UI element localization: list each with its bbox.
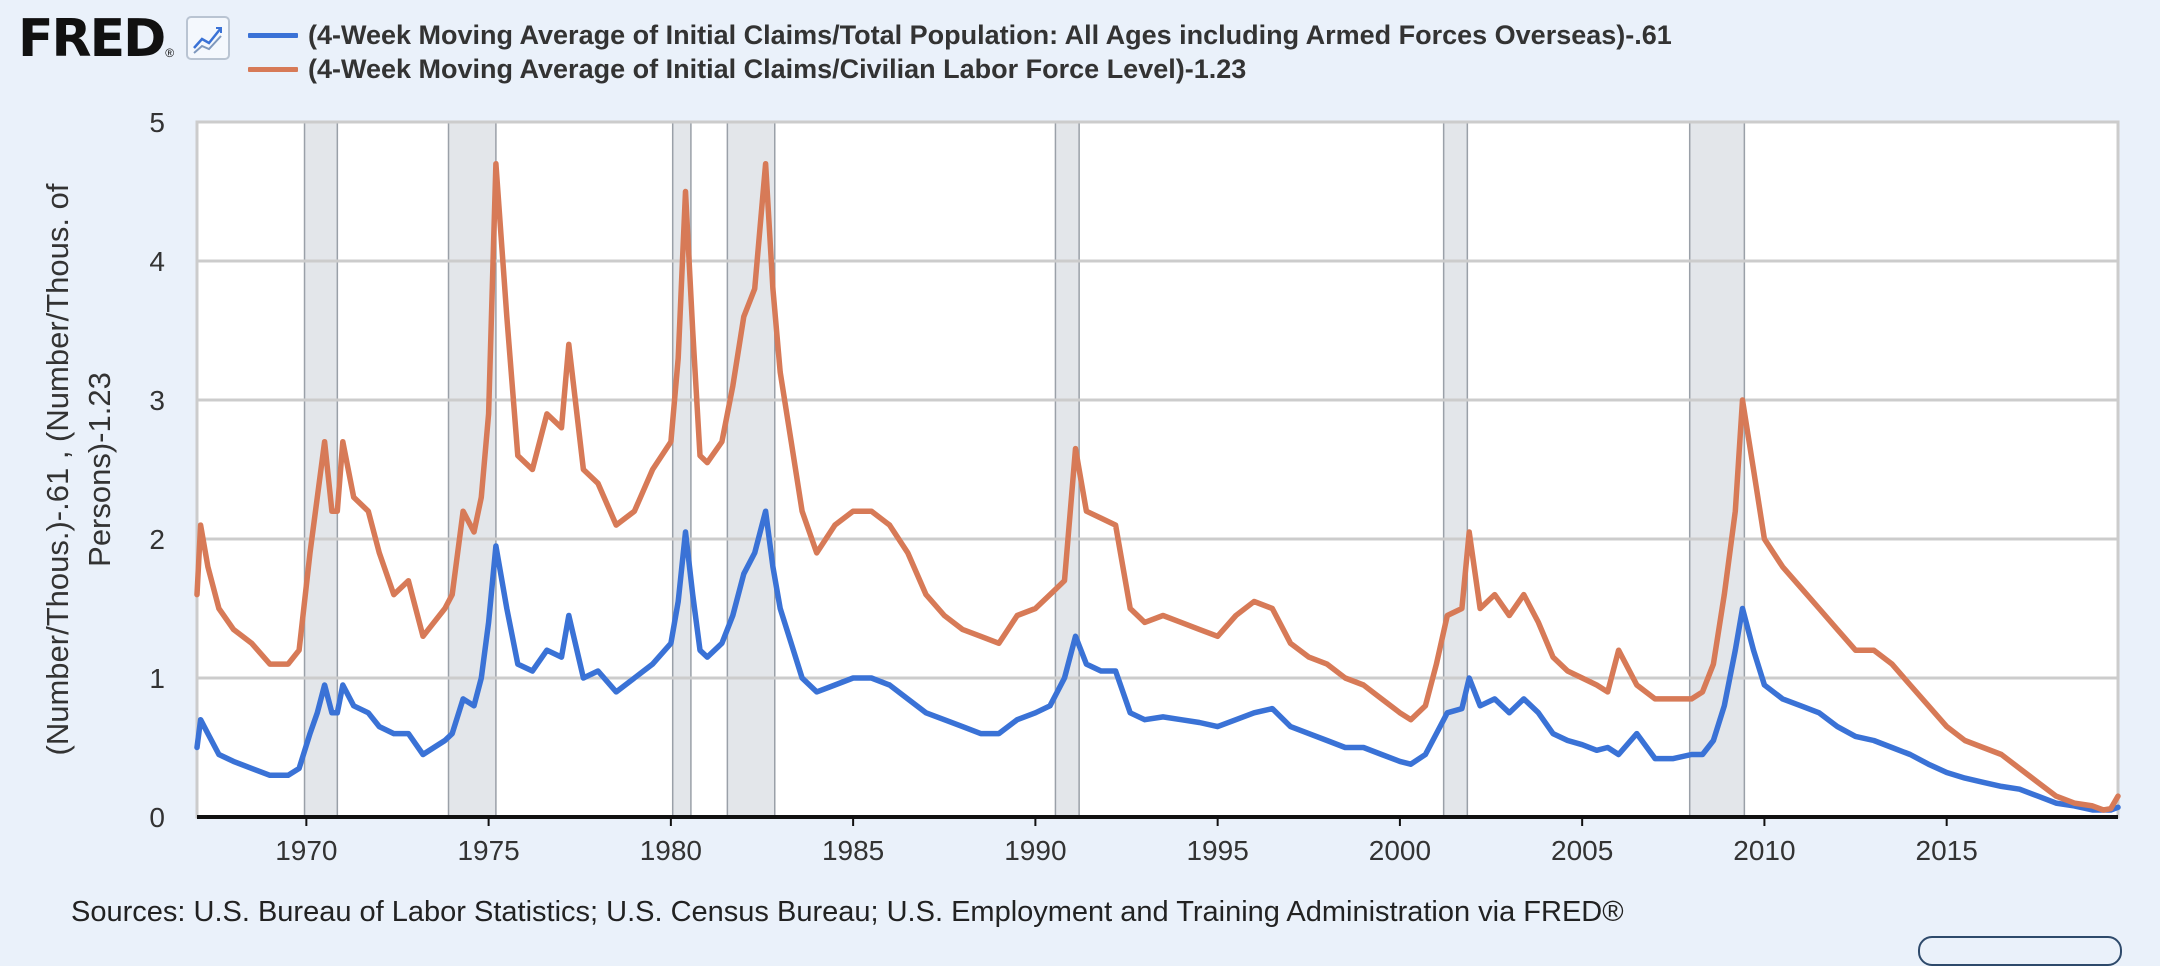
line-graph-glyph	[193, 27, 222, 54]
legend-item-series0[interactable]: (4-Week Moving Average of Initial Claims…	[248, 18, 1672, 52]
x-tick-label: 2015	[1916, 835, 1978, 866]
line-chart: 0 1 2 3 4 5 1970 1975 1980 1985 1990 1995 2000 2005 20…	[40, 107, 2121, 866]
legend-swatch-series1	[248, 66, 298, 72]
y-tick-label: 2	[149, 524, 165, 555]
source-note: Sources: U.S. Bureau of Labor Statistics…	[71, 896, 1624, 928]
x-tick-label: 2005	[1551, 835, 1613, 866]
x-tick-label: 1970	[275, 835, 337, 866]
series-line-0	[194, 508, 2121, 813]
x-tick-label: 1975	[457, 835, 519, 866]
y-tick-label: 1	[149, 663, 165, 694]
recession-band	[727, 122, 775, 817]
legend-item-series1[interactable]: (4-Week Moving Average of Initial Claims…	[248, 52, 1672, 86]
registered-mark: ®	[165, 46, 175, 60]
chart-legend: (4-Week Moving Average of Initial Claims…	[248, 18, 1672, 86]
y-tick-label: 4	[149, 246, 165, 277]
y-axis-label: (Number/Thous.)-.61 , (Number/Thous. of P…	[40, 183, 117, 755]
legend-swatch-series0	[248, 32, 298, 38]
recession-band	[1443, 122, 1468, 817]
y-tick-label: 0	[149, 802, 165, 833]
share-button[interactable]	[1918, 936, 2122, 966]
fred-logo[interactable]: FRED ®	[18, 9, 175, 69]
line-graph-icon[interactable]	[186, 16, 230, 60]
legend-label-series1: (4-Week Moving Average of Initial Claims…	[308, 53, 1247, 84]
x-tick-label: 1980	[640, 835, 702, 866]
plot-area	[197, 122, 2118, 817]
x-tick-label: 1990	[1004, 835, 1066, 866]
x-tick-label: 1985	[822, 835, 884, 866]
y-tick-label: 5	[149, 107, 165, 138]
x-tick-label: 1995	[1186, 835, 1248, 866]
recession-band	[672, 122, 691, 817]
y-tick-label: 3	[149, 385, 165, 416]
legend-label-series0: (4-Week Moving Average of Initial Claims…	[308, 19, 1672, 50]
x-tick-label: 2010	[1733, 835, 1795, 866]
series-line-1	[194, 160, 2121, 813]
recession-band	[448, 122, 496, 817]
fred-logo-text: FRED	[18, 9, 166, 69]
x-tick-label: 2000	[1369, 835, 1431, 866]
